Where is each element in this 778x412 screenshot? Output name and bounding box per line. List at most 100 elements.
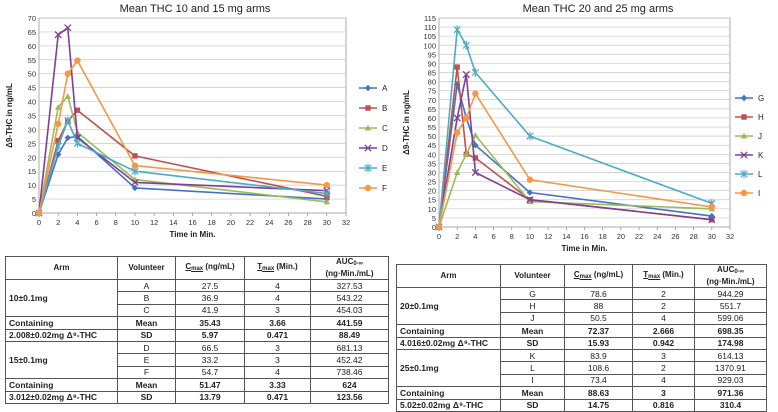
auc-cell: 551.7 (694, 299, 767, 313)
legend-marker-L (740, 169, 748, 179)
data-point-F (74, 57, 81, 64)
y-tick-label: 105 (423, 32, 436, 41)
table-row: 10±0.1mg A 27.5 4 327.53 (5, 278, 389, 318)
cmax-cell: 5.97 (175, 328, 245, 342)
arm-dose-cell: 25±0.1mg (396, 348, 501, 388)
y-tick-label: 15 (28, 167, 36, 176)
arm-thc-cell: 5.02±0.02mg Δ⁹-THC (396, 398, 501, 412)
tmax-cell: 3 (244, 340, 311, 355)
tmax-cell: 0.816 (632, 398, 695, 412)
auc-cell: 738.46 (310, 365, 389, 380)
tmax-cell: 3.33 (244, 378, 311, 392)
header-cmax-unit: (ng/mL) (591, 270, 624, 279)
tmax-cell: 4 (244, 278, 311, 293)
header-auc-unit: (ng·Min./mL) (706, 277, 755, 286)
tmax-cell: 0.942 (632, 336, 695, 350)
arm-thc-cell: 4.016±0.02mg Δ⁹-THC (396, 336, 501, 350)
y-tick-label: 100 (423, 41, 436, 50)
cmax-cell: 88.63 (564, 386, 633, 400)
x-axis-label: Time in Min. (561, 244, 607, 252)
left-pk-table: Arm Volunteer Cmax (ng/mL) Tmax (Min.) A… (5, 256, 389, 404)
cmax-cell: 66.5 (175, 340, 245, 355)
y-tick-label: 35 (28, 112, 36, 121)
y-tick-label: 45 (428, 141, 436, 150)
table-row: C 41.9 3 454.03 (6, 303, 389, 318)
legend-label-C: C (382, 124, 388, 133)
series-line-F (38, 59, 327, 214)
right-table-body: 20±0.1mg G 78.6 2 944.29 H 88 2 551.7 J 50.5 4 599.0… (396, 286, 767, 412)
x-tick-label: 20 (617, 232, 625, 241)
legend-marker-C (364, 124, 372, 131)
header-tmax: Tmax (Min.) (244, 256, 311, 280)
auc-cell: 944.29 (694, 286, 767, 301)
arm-dose-cell: 15±0.1mg (5, 340, 118, 380)
data-point-K (462, 70, 470, 79)
data-point-K (471, 168, 480, 177)
data-point-D (64, 24, 72, 32)
legend-marker-G (740, 94, 748, 102)
data-point-K (453, 114, 461, 122)
data-point-I (453, 129, 461, 136)
data-point-B (132, 153, 138, 159)
x-tick-label: 28 (303, 218, 311, 227)
x-tick-label: 16 (188, 218, 196, 227)
series-F (35, 57, 331, 217)
cmax-cell: 88 (564, 299, 633, 313)
header-arm: Arm (5, 256, 118, 280)
series-line-A (38, 135, 327, 214)
y-tick-label: 45 (28, 84, 36, 93)
y-axis-label: Δ9-THC in ng/mL (5, 83, 14, 148)
legend-marker-F (364, 184, 372, 192)
tmax-cell: 4 (244, 291, 311, 305)
table-row: 15±0.1mg D 66.5 3 681.13 (5, 340, 389, 380)
x-tick-label: 0 (437, 232, 441, 241)
header-tmax-sub: max (648, 274, 661, 280)
volunteer-cell: Mean (500, 386, 565, 400)
auc-cell: 174.98 (694, 336, 767, 350)
right-chart-svg: Mean THC 20 and 25 mg arms05101520253035… (402, 3, 764, 253)
y-tick-label: 55 (28, 56, 36, 65)
y-tick-label: 70 (28, 14, 36, 23)
data-point-I (472, 90, 479, 97)
volunteer-cell: Mean (117, 316, 176, 330)
legend-marker-D (364, 144, 372, 152)
data-point-J (472, 132, 479, 138)
auc-cell: 327.53 (310, 278, 389, 293)
data-point-F (54, 120, 62, 128)
y-tick-label: 25 (28, 139, 36, 148)
auc-cell: 543.22 (310, 291, 389, 305)
header-tmax-unit: (Min.) (274, 262, 298, 271)
cmax-cell: 33.2 (175, 353, 245, 367)
header-cmax-unit: (ng/mL) (203, 262, 235, 271)
data-point-L (453, 25, 461, 34)
y-tick-label: 20 (428, 187, 436, 196)
right-chart: Mean THC 20 and 25 mg arms 0 5 10 15 20 25 30 35… (395, 0, 778, 253)
table-row: 4.016±0.02mg Δ⁹-THC SD 15.93 0.942 174.98 (396, 336, 767, 350)
cmax-cell: 108.6 (564, 361, 633, 375)
volunteer-cell: L (500, 361, 565, 375)
table-row: 5.02±0.02mg Δ⁹-THC SD 14.75 0.816 310.4 (396, 398, 767, 412)
header-auc-sub: 0-∞ (353, 261, 363, 267)
table-header-row: Arm Volunteer Cmax (ng/mL) Tmax (Min.) A… (5, 256, 389, 280)
chart-title: Mean THC 20 and 25 mg arms (523, 3, 674, 15)
header-tmax: Tmax (Min.) (632, 264, 695, 288)
cmax-cell: 72.37 (564, 324, 633, 338)
table-row: Containing Mean 72.37 2.666 698.35 (396, 324, 767, 338)
auc-cell: 698.35 (694, 324, 767, 338)
header-arm: Arm (396, 264, 501, 288)
y-tick-label: 65 (428, 105, 436, 114)
data-point-B (55, 137, 61, 144)
table-header-row: Arm Volunteer Cmax (ng/mL) Tmax (Min.) A… (396, 264, 767, 288)
tmax-cell: 2 (632, 286, 695, 301)
header-auc: AUC0-∞ (ng·Min./mL) (310, 256, 389, 280)
auc-cell: 1370.91 (694, 361, 767, 375)
arm-dose-cell: 10±0.1mg (5, 278, 118, 318)
data-point-I (435, 223, 443, 231)
legend-label-I: I (758, 189, 760, 198)
legend-marker-K (740, 151, 748, 159)
data-point-G (526, 189, 534, 196)
data-point-J (463, 151, 470, 157)
legend-label-J: J (758, 132, 762, 141)
y-tick-label: 115 (424, 14, 436, 23)
legend-marker-H (741, 114, 747, 120)
